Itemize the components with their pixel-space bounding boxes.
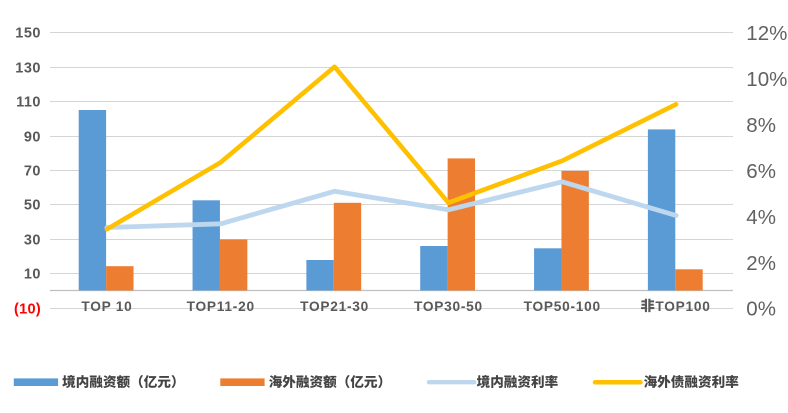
svg-text:6%: 6%: [746, 160, 776, 183]
svg-text:8%: 8%: [746, 114, 776, 137]
svg-text:90: 90: [24, 130, 41, 146]
svg-text:130: 130: [15, 61, 41, 77]
svg-text:TOP21-30: TOP21-30: [300, 299, 369, 314]
svg-text:TOP50-100: TOP50-100: [524, 299, 601, 314]
svg-text:0%: 0%: [746, 298, 776, 321]
svg-text:TOP30-50: TOP30-50: [414, 299, 483, 314]
svg-text:150: 150: [15, 26, 41, 42]
svg-text:2%: 2%: [746, 252, 776, 275]
svg-text:TOP 10: TOP 10: [81, 299, 132, 314]
svg-text:10%: 10%: [746, 68, 787, 91]
svg-text:TOP11-20: TOP11-20: [187, 299, 255, 314]
svg-text:110: 110: [16, 95, 41, 111]
svg-text:4%: 4%: [746, 206, 776, 229]
svg-text:12%: 12%: [746, 22, 787, 45]
svg-text:TOP100: TOP100: [655, 299, 710, 314]
svg-text:50: 50: [24, 198, 41, 214]
svg-text:(10): (10): [14, 302, 41, 318]
svg-text:70: 70: [24, 164, 41, 180]
svg-text:30: 30: [24, 233, 41, 249]
svg-text:10: 10: [24, 267, 41, 283]
